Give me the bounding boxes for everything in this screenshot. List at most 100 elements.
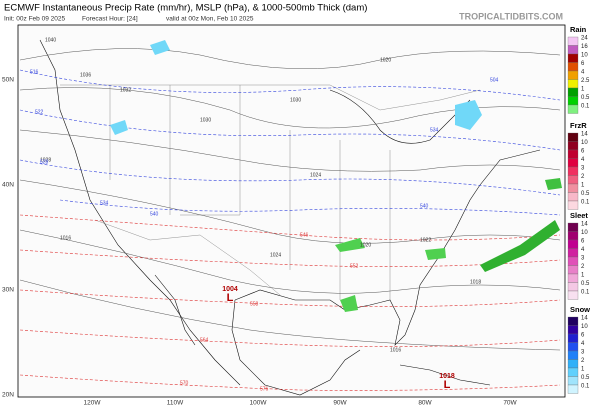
legend-swatch [567,104,579,114]
legend-tick: 16 [581,44,588,50]
isobar [19,179,561,244]
thickness-line [19,289,561,307]
legend-tick: 2 [581,264,585,270]
legend-tick: 4 [581,70,585,76]
legend-swatch [567,367,579,377]
mexico-coast [231,299,361,396]
lon-labels: 120W 110W 100W 90W 80W 70W [84,400,518,407]
legend-tick: 0.1 [581,290,590,296]
legend-tick: 4 [581,341,585,347]
thickness-label: 540 [150,211,159,217]
legend-tick: 0.5 [581,191,590,197]
legend-swatch [567,265,579,275]
legend-tick: 0.5 [581,281,590,287]
lat-label: 30N [2,287,14,294]
legend-title: Rain [570,25,587,34]
legend-tick: 3 [581,350,585,356]
baja-gulf [154,274,196,346]
legend-swatch [567,222,579,232]
legend-swatch [567,256,579,266]
thickness-line [19,329,561,347]
low-symbol: L [444,379,451,391]
snow-area [150,40,170,55]
isobar-label: 1032 [120,87,131,93]
legend-tick: 10 [581,230,588,236]
west-coast [39,39,241,386]
legend-tick: 6 [581,149,585,155]
legend-swatch [567,290,579,300]
legend-swatch [567,158,579,168]
thickness-warm [19,214,561,391]
legend-title: Sleet [570,211,588,220]
legend-tick: 1 [581,367,585,373]
legend-swatch [567,248,579,258]
rain-area [545,178,562,190]
isobar [19,229,561,294]
thickness-line [19,214,561,241]
low-value: 1004 [222,286,238,293]
legend-swatch [567,149,579,159]
thickness-label: 564 [200,337,209,343]
thickness-line [59,199,561,216]
legend-swatch [567,350,579,360]
thickness-labels: 516 522 528 534 540 546 552 558 564 570 576 504 534 5… [30,69,499,392]
thickness-line [19,374,561,391]
legend: Rain241610642.510.50.1FrzR1410643210.50.… [567,25,590,394]
thickness-label: 552 [350,263,359,269]
legend-tick: 0.5 [581,375,590,381]
rain-area [335,238,365,252]
lon-label: 70W [503,400,517,407]
rain-area [480,220,560,272]
thickness-label: 534 [430,127,439,133]
legend-swatch [567,342,579,352]
legend-tick: 2 [581,358,585,364]
legend-swatch [567,239,579,249]
legend-swatch [567,282,579,292]
legend-swatch [567,141,579,151]
legend-swatch [567,333,579,343]
thickness-label: 522 [35,109,44,115]
thickness-label: 534 [100,200,109,206]
legend-swatch [567,273,579,283]
borders [60,84,481,300]
precip [110,40,562,312]
legend-tick: 3 [581,256,585,262]
forecast-hour: Forecast Hour: [24] [82,16,138,23]
legend-swatch [567,200,579,210]
legend-swatch [567,359,579,369]
legend-tick: 1 [581,87,585,93]
thickness-label: 504 [490,77,499,83]
init: Init: 00z Feb 09 2025 [4,16,65,23]
thickness-label: 558 [250,301,259,307]
isobar [19,279,561,351]
legend-tick: 4 [581,247,585,253]
lon-label: 80W [418,400,432,407]
lon-label: 110W [167,400,184,407]
lat-label: 50N [2,77,14,84]
isobar-label: 1020 [360,242,371,248]
isobar-label: 1016 [60,235,71,241]
legend-tick: 14 [581,316,588,322]
legend-swatch [567,132,579,142]
thickness-label: 516 [30,69,39,75]
thickness-label: 576 [260,386,269,392]
site-name: TROPICALTIDBITS.COM [459,11,563,21]
legend-swatch [567,192,579,202]
coastlines [39,39,541,396]
legend-tick: 6 [581,239,585,245]
great-lakes [329,89,471,144]
snow-area [455,100,482,130]
thickness-line [19,69,561,101]
legend-swatch [567,62,579,72]
legend-swatch [567,166,579,176]
rain-area [425,248,446,260]
lon-label: 100W [250,400,268,407]
legend-tick: 4 [581,157,585,163]
cuba [399,364,491,386]
thickness-label: 546 [300,232,309,238]
map-frame [17,24,566,398]
us-mexico-border [94,219,281,296]
legend-swatch [567,36,579,46]
isobar-label: 1024 [270,252,281,258]
